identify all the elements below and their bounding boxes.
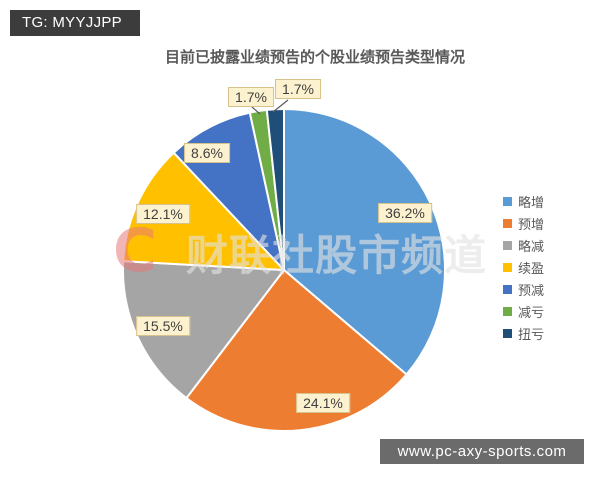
pie-data-label-续盈: 12.1% xyxy=(136,204,190,224)
legend-swatch-icon xyxy=(503,306,512,316)
legend-swatch-icon xyxy=(503,240,512,250)
pie-data-label-预增: 24.1% xyxy=(296,393,350,413)
legend-swatch-icon xyxy=(503,196,512,206)
legend-item-预减: 预减 xyxy=(503,278,544,300)
pie-slice-续盈 xyxy=(122,151,285,271)
pie-data-label-略增: 36.2% xyxy=(378,203,432,223)
legend-item-预增: 预增 xyxy=(503,212,544,234)
pie-slice-扭亏 xyxy=(265,108,285,271)
legend-swatch-icon xyxy=(503,284,512,294)
legend-label: 续盈 xyxy=(518,260,545,276)
footer-url: www.pc-axy-sports.com xyxy=(380,439,584,464)
pie-data-label-预减: 8.6% xyxy=(184,143,230,163)
legend-swatch-icon xyxy=(503,218,512,228)
pie-slice-略增 xyxy=(283,108,447,376)
chart-title: 目前已披露业绩预告的个股业绩预告类型情况 xyxy=(164,49,465,66)
legend-item-略增: 略增 xyxy=(503,190,544,212)
pie-data-label-略减: 15.5% xyxy=(136,316,190,336)
pie-slice-略减 xyxy=(122,260,285,400)
legend-item-减亏: 减亏 xyxy=(503,300,544,322)
label-leader-line xyxy=(251,106,261,115)
legend-swatch-icon xyxy=(503,262,512,272)
legend-swatch-icon xyxy=(503,328,512,338)
legend-label: 减亏 xyxy=(518,304,545,320)
legend-label: 略增 xyxy=(518,194,545,210)
label-leader-line xyxy=(272,99,289,113)
legend-label: 预减 xyxy=(518,282,545,298)
pie-data-label-扭亏: 1.7% xyxy=(275,79,321,99)
legend-item-续盈: 续盈 xyxy=(503,256,544,278)
tg-badge: TG: MYYJJPP xyxy=(10,10,140,36)
legend-label: 预增 xyxy=(518,216,545,232)
legend-label: 扭亏 xyxy=(518,326,545,342)
chart-legend: 略增预增略减续盈预减减亏扭亏 xyxy=(503,190,544,344)
pie-slice-预增 xyxy=(185,269,408,432)
pie-data-label-减亏: 1.7% xyxy=(228,87,274,107)
legend-item-略减: 略减 xyxy=(503,234,544,256)
legend-label: 略减 xyxy=(518,238,545,254)
legend-item-扭亏: 扭亏 xyxy=(503,322,544,344)
